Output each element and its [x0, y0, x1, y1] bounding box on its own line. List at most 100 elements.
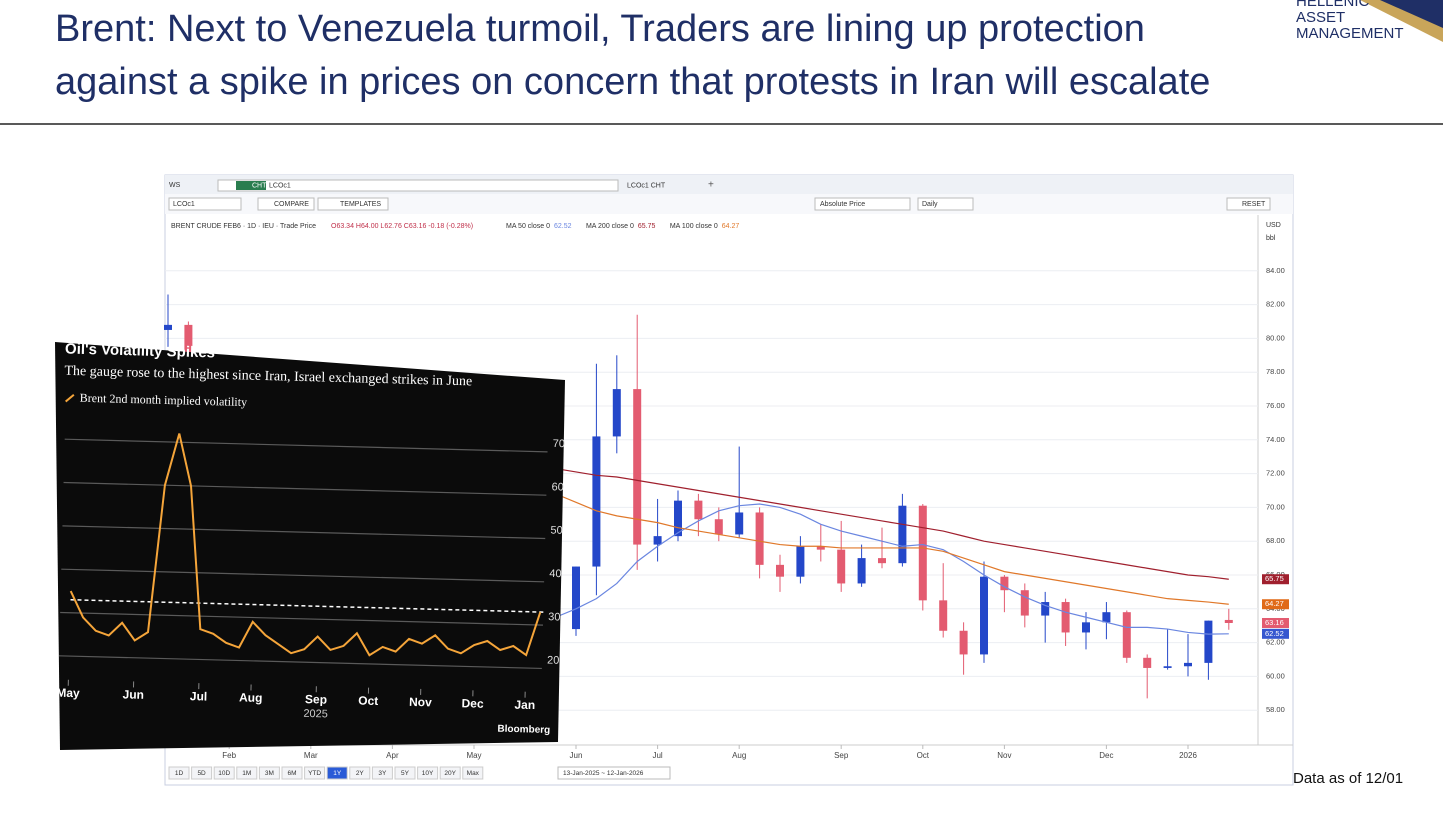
x-tick-label: Jul: [652, 751, 662, 760]
candle-body: [939, 600, 947, 630]
candle-body: [898, 506, 906, 563]
y-tick-label: 62.00: [1266, 638, 1285, 647]
range-button-label: 1Y: [333, 770, 342, 777]
candle-body: [735, 512, 743, 534]
price-tag-label: 65.75: [1265, 574, 1284, 583]
title: against a spike in prices on concern tha…: [55, 61, 1210, 103]
y-tick-label: 40: [549, 568, 562, 580]
candle-body: [1102, 612, 1110, 622]
candle-body: [919, 506, 927, 601]
range-button-label: 5D: [197, 770, 206, 777]
range-button-label: 5Y: [401, 770, 410, 777]
tab-title[interactable]: LCOc1 CHT: [627, 182, 666, 189]
range-button-label: 1M: [242, 770, 251, 777]
candle-body: [613, 389, 621, 436]
price-tag-label: 63.16: [1265, 618, 1284, 627]
y-tick-label: 78.00: [1266, 367, 1285, 376]
candle-body: [654, 536, 662, 544]
price-tag-label: 62.52: [1265, 629, 1284, 638]
y-tick-label: 50: [550, 525, 563, 537]
search: LCOc1: [173, 201, 195, 208]
legend-label: MA 50 close 0: [506, 223, 550, 230]
candle-body: [633, 389, 641, 544]
range-button-label: 6M: [287, 770, 296, 777]
candle-body: [1123, 612, 1131, 658]
y-tick-label: 60: [551, 481, 564, 493]
range-button-label: 10Y: [422, 770, 434, 777]
chart-legend-ohlc: O63.34 H64.00 L62.76 C63.16 -0.18 (-0.28…: [331, 223, 473, 230]
y-tick-label: 80.00: [1266, 333, 1285, 342]
candle-body: [796, 546, 804, 576]
y-tick-label: 68.00: [1266, 536, 1285, 545]
x-tick-label: Jun: [570, 751, 583, 760]
legend-value: 65.75: [638, 223, 656, 230]
source: Bloomberg: [497, 724, 550, 736]
candle-body: [1184, 663, 1192, 666]
candle-body: [694, 501, 702, 520]
legend-label: MA 200 close 0: [586, 223, 634, 230]
candle-body: [592, 436, 600, 566]
candle-body: [776, 565, 784, 577]
candle-body: [837, 550, 845, 584]
candle-body: [1143, 658, 1151, 668]
x-tick-label: Aug: [239, 690, 263, 705]
x-tick-label: 2026: [1179, 751, 1197, 760]
candle-body: [858, 558, 866, 583]
legend-value: 62.52: [554, 223, 572, 230]
tab-ws[interactable]: WS: [169, 182, 181, 189]
candle-body: [1021, 590, 1029, 615]
date-range: 13-Jan-2025 ~ 12-Jan-2026: [563, 770, 644, 777]
x-tick-label: Dec: [1099, 751, 1113, 760]
range-button-label: 2Y: [356, 770, 365, 777]
reset: RESET: [1242, 201, 1266, 208]
candle-body: [1225, 620, 1233, 623]
x-tick-label: Sep: [305, 692, 327, 707]
y-tick-label: 70.00: [1266, 502, 1285, 511]
y-tick-label: 76.00: [1266, 401, 1285, 410]
candle-body: [960, 631, 968, 655]
candle-body: [1164, 666, 1172, 668]
y-tick-label: 84.00: [1266, 266, 1285, 275]
candle-body: [1062, 602, 1070, 632]
title: Brent: Next to Venezuela turmoil, Trader…: [55, 8, 1145, 50]
new-tab[interactable]: +: [708, 180, 714, 191]
x-tick-label: Oct: [917, 751, 930, 760]
range-button-label: Max: [467, 770, 480, 777]
y-tick-label: 30: [548, 611, 561, 623]
y-tick-label: 70: [553, 438, 566, 450]
currency: USD: [1266, 222, 1281, 229]
range-button-label: YTD: [308, 770, 321, 777]
price-mode: Absolute Price: [820, 201, 865, 208]
x-tick-label: Jan: [514, 698, 535, 713]
range-button-label: 10D: [218, 770, 230, 777]
unit: bbl: [1266, 235, 1276, 242]
candle-body: [164, 325, 172, 330]
candle-body: [980, 577, 988, 655]
x-tick-label: May: [56, 686, 80, 701]
candle-body: [1204, 621, 1212, 663]
y-tick-label: 58.00: [1266, 705, 1285, 714]
x-tick-label: Aug: [732, 751, 746, 760]
y-tick-label: 82.00: [1266, 300, 1285, 309]
period: Daily: [922, 201, 938, 208]
x-tick-label: Jul: [190, 689, 208, 703]
chart-legend-title: BRENT CRUDE FEB6 · 1D · IEU · Trade Pric…: [171, 223, 316, 230]
x-tick-label: Apr: [386, 751, 399, 760]
x-axis-year: 2025: [303, 708, 328, 721]
candle-body: [756, 512, 764, 564]
x-tick-label: Feb: [222, 751, 236, 760]
x-tick-label: Nov: [409, 695, 432, 710]
x-tick-label: Mar: [304, 751, 318, 760]
candle-body: [1082, 622, 1090, 632]
range-button-label: 1D: [175, 770, 184, 777]
y-tick-label: 74.00: [1266, 435, 1285, 444]
y-tick-label: 20: [547, 654, 560, 666]
legend-label: MA 100 close 0: [670, 223, 718, 230]
y-tick-label: 72.00: [1266, 469, 1285, 478]
x-tick-label: Dec: [461, 696, 484, 711]
candle-body: [572, 567, 580, 630]
x-tick-label: Jun: [122, 687, 144, 702]
compare: COMPARE: [274, 201, 309, 208]
